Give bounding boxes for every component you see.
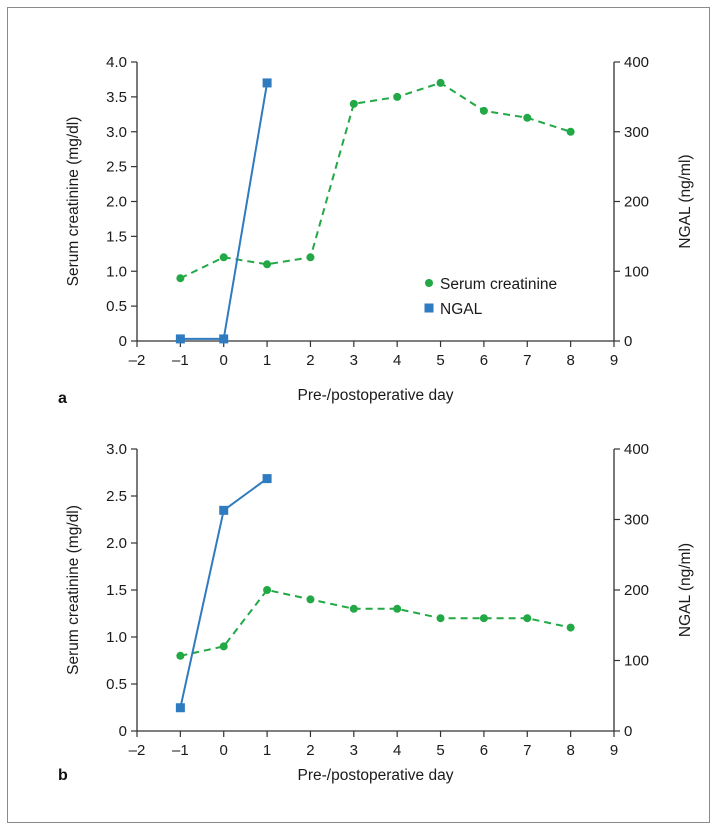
left-y-tick-label: 2.5 xyxy=(106,488,127,505)
right-y-tick-label: 300 xyxy=(624,512,649,529)
ngal-point xyxy=(175,334,185,344)
x-tick-label: 5 xyxy=(436,352,444,369)
figure-frame xyxy=(7,7,710,823)
serum-creatinine-point xyxy=(566,127,575,136)
ngal-point xyxy=(262,78,272,88)
serum-creatinine-point xyxy=(436,78,445,87)
chart-panel-b: –2 –1 0 1 2 3 4 5 6 7 8 900.51.01.52.02.53.00100200… xyxy=(58,441,694,784)
left-y-axis-title: Serum creatinine (mg/dl) xyxy=(65,117,82,287)
right-y-tick-label: 200 xyxy=(624,582,649,599)
legend: Serum creatinine NGAL xyxy=(424,276,557,318)
x-axis-title: Pre-/postoperative day xyxy=(298,767,454,784)
left-y-tick-label: 1.5 xyxy=(106,228,127,245)
right-y-tick-label: 400 xyxy=(624,54,649,71)
left-y-tick-label: 3.5 xyxy=(106,89,127,106)
serum-creatinine-point xyxy=(566,623,575,632)
left-y-tick-label: 1.0 xyxy=(106,629,127,646)
legend-marker-ngal xyxy=(424,303,434,313)
left-y-tick-label: 0 xyxy=(119,723,127,740)
right-y-tick-label: 200 xyxy=(624,194,649,211)
x-tick-label: –1 xyxy=(172,352,189,369)
x-tick-label: 6 xyxy=(480,742,488,759)
left-y-tick-label: 2.0 xyxy=(106,194,127,211)
left-y-tick-label: 2.5 xyxy=(106,159,127,176)
ngal-point xyxy=(219,505,229,515)
serum-creatinine-point xyxy=(219,642,228,651)
ngal-point xyxy=(262,474,272,484)
series-line-ngal xyxy=(180,82,269,340)
x-tick-label: 5 xyxy=(436,742,444,759)
left-y-tick-label: 3.0 xyxy=(106,124,127,141)
x-tick-label: 0 xyxy=(220,352,228,369)
x-tick-label: 0 xyxy=(220,742,228,759)
x-tick-label: 4 xyxy=(393,352,401,369)
panel-label: a xyxy=(58,390,67,407)
serum-creatinine-point xyxy=(263,260,272,269)
x-tick-label: 8 xyxy=(566,742,574,759)
serum-creatinine-point xyxy=(479,614,488,623)
left-y-tick-label: 0.5 xyxy=(106,676,127,693)
x-tick-label: 1 xyxy=(263,742,271,759)
left-y-tick-label: 3.0 xyxy=(106,441,127,458)
series-line-serum-creatinine xyxy=(179,81,571,280)
serum-creatinine-point xyxy=(393,604,402,613)
right-y-axis-title: NGAL (ng/ml) xyxy=(677,154,694,248)
x-tick-label: 8 xyxy=(566,352,574,369)
x-tick-label: –2 xyxy=(129,742,146,759)
left-y-axis-title: Serum creatinine (mg/dl) xyxy=(65,505,82,675)
legend-label-serum-creatinine: Serum creatinine xyxy=(440,276,557,293)
legend-label-ngal: NGAL xyxy=(440,301,483,318)
left-y-tick-label: 1.5 xyxy=(106,582,127,599)
serum-creatinine-point xyxy=(436,614,445,623)
x-tick-label: –1 xyxy=(172,742,189,759)
x-axis-title: Pre-/postoperative day xyxy=(298,387,454,404)
x-tick-label: 1 xyxy=(263,352,271,369)
right-y-tick-label: 0 xyxy=(624,333,632,350)
serum-creatinine-point xyxy=(523,113,532,122)
chart-panel-a: –2 –1 0 1 2 3 4 5 6 7 8 900.51.01.52.02.53.03.54.00… xyxy=(58,54,694,407)
right-y-tick-label: 400 xyxy=(624,441,649,458)
panel-label: b xyxy=(58,767,68,784)
series-line-serum-creatinine xyxy=(180,588,571,657)
ngal-point xyxy=(175,703,185,713)
x-tick-label: 9 xyxy=(610,352,618,369)
x-tick-label: 3 xyxy=(350,352,358,369)
x-tick-label: 2 xyxy=(306,352,314,369)
x-tick-label: 9 xyxy=(610,742,618,759)
serum-creatinine-point xyxy=(523,614,532,623)
serum-creatinine-point xyxy=(176,274,185,283)
x-tick-label: 6 xyxy=(480,352,488,369)
serum-creatinine-point xyxy=(306,253,315,262)
x-tick-label: –2 xyxy=(129,352,146,369)
right-y-tick-label: 0 xyxy=(624,723,632,740)
serum-creatinine-point xyxy=(263,586,272,594)
x-tick-label: 3 xyxy=(350,742,358,759)
left-y-tick-label: 4.0 xyxy=(106,54,127,71)
serum-creatinine-point xyxy=(479,106,488,115)
x-tick-label: 4 xyxy=(393,742,401,759)
x-tick-label: 2 xyxy=(306,742,314,759)
left-y-tick-label: 0 xyxy=(119,333,127,350)
serum-creatinine-point xyxy=(349,604,358,613)
right-y-axis-title: NGAL (ng/ml) xyxy=(677,543,694,637)
left-y-tick-label: 0.5 xyxy=(106,298,127,315)
right-y-tick-label: 100 xyxy=(624,653,649,670)
x-tick-label: 7 xyxy=(523,742,531,759)
serum-creatinine-point xyxy=(306,595,315,604)
serum-creatinine-point xyxy=(393,92,402,101)
ngal-point xyxy=(219,334,229,344)
serum-creatinine-point xyxy=(176,651,185,660)
right-y-tick-label: 300 xyxy=(624,124,649,141)
legend-marker-serum-creatinine xyxy=(425,279,433,287)
x-tick-label: 7 xyxy=(523,352,531,369)
right-y-tick-label: 100 xyxy=(624,263,649,280)
left-y-tick-label: 1.0 xyxy=(106,263,127,280)
serum-creatinine-point xyxy=(349,99,358,108)
left-y-tick-label: 2.0 xyxy=(106,535,127,552)
serum-creatinine-point xyxy=(219,253,228,262)
